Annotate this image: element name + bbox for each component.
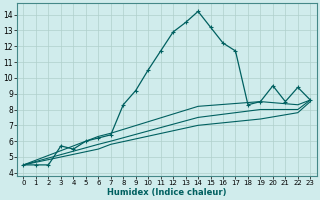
X-axis label: Humidex (Indice chaleur): Humidex (Indice chaleur) <box>107 188 227 197</box>
